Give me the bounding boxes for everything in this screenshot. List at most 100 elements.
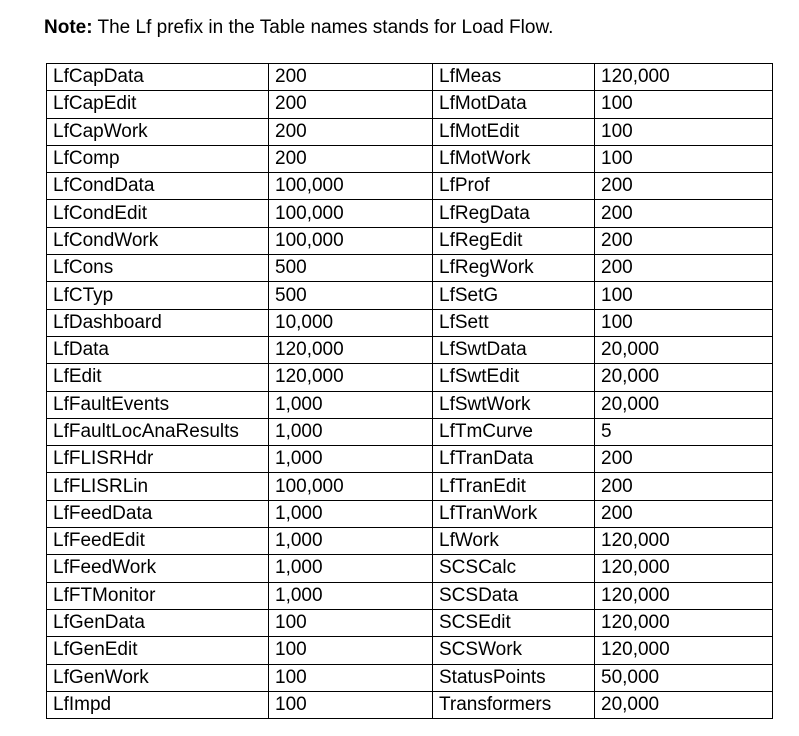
table-row: LfFTMonitor 1,000 SCSData 120,000 — [46, 581, 773, 610]
table-name-cell: LfSwtWork — [432, 390, 595, 419]
table-row: LfFeedEdit 1,000 LfWork 120,000 — [46, 527, 773, 556]
size-cell: 20,000 — [594, 690, 773, 720]
size-cell: 120,000 — [268, 335, 433, 365]
size-cell: 200 — [268, 62, 433, 92]
size-cell: 200 — [594, 172, 773, 201]
size-cell: 100 — [594, 117, 773, 146]
size-cell: 1,000 — [268, 581, 433, 610]
size-cell: 500 — [268, 281, 433, 310]
table-row: LfFeedData 1,000 LfTranWork 200 — [46, 499, 773, 529]
table-row: LfComp 200 LfMotWork 100 — [46, 144, 773, 174]
table-name-cell: LfMotEdit — [432, 117, 595, 146]
table-name-cell: LfGenEdit — [46, 636, 269, 665]
size-cell: 120,000 — [594, 554, 773, 583]
size-cell: 200 — [268, 117, 433, 146]
note-label: Note: — [44, 17, 93, 38]
table-name-cell: LfFTMonitor — [46, 581, 269, 610]
table-row: LfEdit 120,000 LfSwtEdit 20,000 — [46, 363, 773, 392]
size-cell: 500 — [268, 254, 433, 283]
table-row: LfCapData 200 LfMeas 120,000 — [46, 62, 773, 92]
table-row: LfCondEdit 100,000 LfRegData 200 — [46, 199, 773, 228]
table-name-cell: LfCTyp — [46, 281, 269, 310]
table-row: LfCons 500 LfRegWork 200 — [46, 254, 773, 283]
size-cell: 100 — [268, 663, 433, 692]
table-row: LfCapEdit 200 LfMotData 100 — [46, 90, 773, 119]
table-name-cell: LfFeedWork — [46, 554, 269, 583]
table-name-cell: LfGenData — [46, 608, 269, 638]
table-row: LfCondWork 100,000 LfRegEdit 200 — [46, 226, 773, 256]
table-name-cell: SCSEdit — [432, 608, 595, 638]
table-row: LfFaultEvents 1,000 LfSwtWork 20,000 — [46, 390, 773, 419]
table-name-cell: LfTmCurve — [432, 417, 595, 447]
table-name-cell: LfData — [46, 335, 269, 365]
table-name-cell: LfTranEdit — [432, 472, 595, 501]
table-name-cell: LfFLISRLin — [46, 472, 269, 501]
size-cell: 20,000 — [594, 390, 773, 419]
table-name-cell: LfFeedData — [46, 499, 269, 529]
table-name-cell: LfComp — [46, 144, 269, 174]
size-cell: 120,000 — [594, 527, 773, 556]
table-name-cell: SCSWork — [432, 636, 595, 665]
table-name-cell: LfDashboard — [46, 308, 269, 337]
size-cell: 1,000 — [268, 527, 433, 556]
size-cell: 100 — [268, 608, 433, 638]
table-name-cell: LfImpd — [46, 690, 269, 720]
table-row: LfCTyp 500 LfSetG 100 — [46, 281, 773, 310]
table-row: LfFLISRHdr 1,000 LfTranData 200 — [46, 445, 773, 474]
size-cell: 200 — [594, 499, 773, 529]
table-name-cell: LfCapEdit — [46, 90, 269, 119]
table-name-cell: LfFLISRHdr — [46, 445, 269, 474]
size-cell: 1,000 — [268, 417, 433, 447]
table-name-cell: LfSwtData — [432, 335, 595, 365]
note: Note: The Lf prefix in the Table names s… — [44, 15, 553, 41]
table-name-cell: LfProf — [432, 172, 595, 201]
table-name-cell: SCSCalc — [432, 554, 595, 583]
table-size-table: LfCapData 200 LfMeas 120,000 LfCapEdit 200 LfM… — [46, 62, 773, 720]
table-row: LfFLISRLin 100,000 LfTranEdit 200 — [46, 472, 773, 501]
table-name-cell: Transformers — [432, 690, 595, 720]
size-cell: 100,000 — [268, 172, 433, 201]
size-cell: 20,000 — [594, 363, 773, 392]
table-name-cell: LfCondEdit — [46, 199, 269, 228]
table-name-cell: LfCapWork — [46, 117, 269, 146]
size-cell: 120,000 — [594, 608, 773, 638]
table-row: LfGenWork 100 StatusPoints 50,000 — [46, 663, 773, 692]
table-row: LfCondData 100,000 LfProf 200 — [46, 172, 773, 201]
table-name-cell: LfRegData — [432, 199, 595, 228]
table-row: LfCapWork 200 LfMotEdit 100 — [46, 117, 773, 146]
size-cell: 200 — [268, 144, 433, 174]
table-name-cell: LfTranWork — [432, 499, 595, 529]
table-name-cell: StatusPoints — [432, 663, 595, 692]
table-row: LfData 120,000 LfSwtData 20,000 — [46, 335, 773, 365]
size-cell: 50,000 — [594, 663, 773, 692]
table-name-cell: LfCapData — [46, 62, 269, 92]
table-name-cell: LfGenWork — [46, 663, 269, 692]
size-cell: 200 — [594, 199, 773, 228]
size-cell: 100 — [268, 636, 433, 665]
size-cell: 200 — [594, 472, 773, 501]
size-cell: 20,000 — [594, 335, 773, 365]
table-name-cell: LfCons — [46, 254, 269, 283]
table-name-cell: LfEdit — [46, 363, 269, 392]
size-cell: 100 — [594, 144, 773, 174]
table-name-cell: LfSwtEdit — [432, 363, 595, 392]
table-name-cell: LfTranData — [432, 445, 595, 474]
size-cell: 1,000 — [268, 554, 433, 583]
table-name-cell: LfCondWork — [46, 226, 269, 256]
table-name-cell: LfCondData — [46, 172, 269, 201]
size-cell: 100,000 — [268, 226, 433, 256]
table-name-cell: LfRegEdit — [432, 226, 595, 256]
size-cell: 100,000 — [268, 472, 433, 501]
table-row: LfGenEdit 100 SCSWork 120,000 — [46, 636, 773, 665]
size-cell: 100 — [594, 308, 773, 337]
size-cell: 1,000 — [268, 445, 433, 474]
size-cell: 5 — [594, 417, 773, 447]
table-row: LfFaultLocAnaResults 1,000 LfTmCurve 5 — [46, 417, 773, 447]
table-name-cell: LfFeedEdit — [46, 527, 269, 556]
table-row: LfGenData 100 SCSEdit 120,000 — [46, 608, 773, 638]
table-name-cell: LfRegWork — [432, 254, 595, 283]
table-name-cell: LfFaultLocAnaResults — [46, 417, 269, 447]
table-name-cell: LfWork — [432, 527, 595, 556]
size-cell: 200 — [594, 254, 773, 283]
size-cell: 100 — [594, 281, 773, 310]
